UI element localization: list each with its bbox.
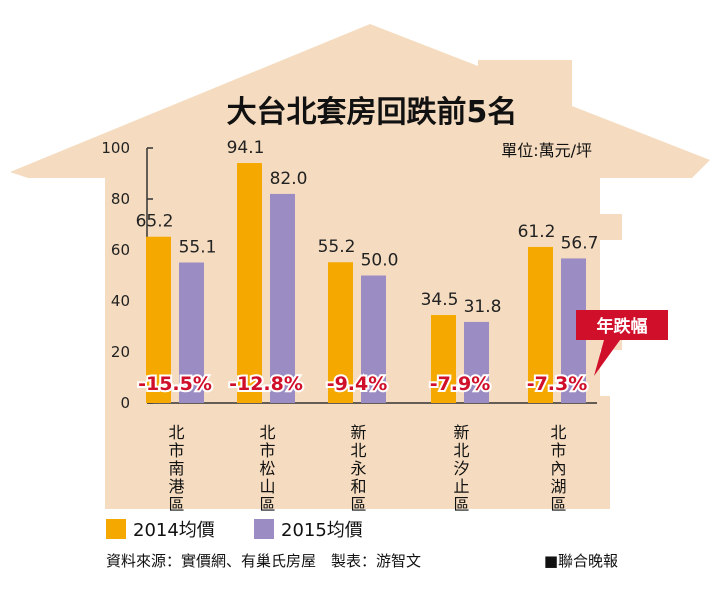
annual-change-label-2: -12.8% xyxy=(229,373,303,395)
legend-label-2014: 2014均價 xyxy=(133,520,215,541)
annual-change-callout-label: 年跌幅 xyxy=(597,316,648,337)
category-label-5: 北市內湖區 xyxy=(548,424,567,514)
legend-swatch-2015 xyxy=(254,519,274,539)
value-label-2014-4: 34.5 xyxy=(421,290,459,310)
y-tick-label: 0 xyxy=(120,394,130,412)
value-label-2014-2: 94.1 xyxy=(227,138,265,158)
value-label-2015-5: 56.7 xyxy=(561,233,599,253)
category-label-2: 北市松山區 xyxy=(257,424,276,514)
category-label-3: 新北永和區 xyxy=(348,424,367,514)
value-label-2015-1: 55.1 xyxy=(179,237,217,257)
annual-change-label-4: -7.9% xyxy=(430,373,491,395)
value-label-2014-1: 65.2 xyxy=(136,212,174,232)
y-tick-label: 80 xyxy=(111,190,130,208)
category-label-4: 新北汐止區 xyxy=(451,424,470,514)
y-tick-label: 20 xyxy=(111,343,130,361)
bar-2015-2 xyxy=(270,193,295,403)
annual-change-label-1: -15.5% xyxy=(138,373,212,395)
annual-change-label-3: -9.4% xyxy=(327,373,388,395)
value-label-2015-2: 82.0 xyxy=(270,169,308,189)
source-note: 資料來源：實價網、有巢氏房屋 製表：游智文 xyxy=(106,552,421,570)
category-label-1: 北市南港區 xyxy=(166,424,185,514)
annual-change-callout xyxy=(576,310,668,376)
bar-2014-1 xyxy=(146,236,171,403)
value-label-2014-5: 61.2 xyxy=(518,222,556,242)
y-tick-label: 100 xyxy=(101,139,130,157)
legend-swatch-2014 xyxy=(106,519,126,539)
brand-label: ■聯合晚報 xyxy=(544,552,618,570)
bar-2015-3 xyxy=(361,275,386,403)
value-label-2015-4: 31.8 xyxy=(464,297,502,317)
chart-title: 大台北套房回跌前5名 xyxy=(227,95,518,130)
y-tick-label: 40 xyxy=(111,292,130,310)
value-label-2015-3: 50.0 xyxy=(361,251,399,271)
legend-label-2015: 2015均價 xyxy=(281,520,363,541)
value-label-2014-3: 55.2 xyxy=(318,237,356,257)
bar-2015-4 xyxy=(464,321,489,403)
bar-2015-1 xyxy=(179,262,204,403)
bar-2014-5 xyxy=(528,246,553,403)
bar-2014-2 xyxy=(237,163,262,403)
bar-2014-4 xyxy=(431,315,456,403)
unit-label: 單位:萬元/坪 xyxy=(501,141,592,160)
bar-2014-3 xyxy=(328,262,353,403)
annual-change-label-5: -7.3% xyxy=(527,373,588,395)
y-tick-label: 60 xyxy=(111,241,130,259)
